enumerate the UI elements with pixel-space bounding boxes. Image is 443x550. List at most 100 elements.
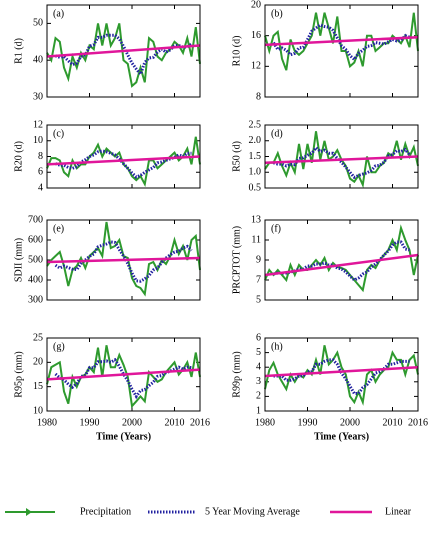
y-tick-label: 600 — [28, 234, 43, 245]
y-tick-label: 10 — [33, 135, 43, 146]
panel: 8 12 16 20 R10 (d) (b) — [231, 0, 419, 102]
y-axis-label: R99p (mm) — [231, 351, 242, 397]
y-tick-label: 1.5 — [249, 151, 262, 162]
x-tick-label: 1980 — [37, 417, 57, 428]
y-tick-label: 12 — [251, 61, 261, 72]
x-tick-label: 1990 — [80, 417, 100, 428]
legend-marker — [26, 508, 32, 516]
panel: 4 6 8 10 12 R20 (d) (c) — [13, 119, 201, 193]
series-line — [264, 12, 419, 71]
y-tick-label: 1 — [256, 405, 261, 416]
y-tick-label: 12 — [33, 119, 43, 130]
panel-label: (g) — [53, 341, 65, 352]
panel: 10 15 20 25 1980 1990 2000 2010 2016 Time (Years)… — [13, 332, 210, 442]
x-tick-label: 2010 — [383, 417, 403, 428]
plot-frame — [46, 4, 201, 98]
y-tick-label: 6 — [38, 167, 43, 178]
y-tick-label: 50 — [33, 18, 43, 29]
series-line — [54, 149, 192, 179]
y-tick-label: 5 — [256, 347, 261, 358]
y-tick-label: 8 — [256, 91, 261, 102]
legend-label: Precipitation — [80, 506, 131, 517]
series-line — [264, 155, 419, 165]
x-tick-label: 1980 — [255, 417, 275, 428]
y-axis-label: R10 (d) — [231, 36, 242, 67]
y-tick-label: 2.0 — [249, 135, 262, 146]
y-tick-label: 10 — [33, 405, 43, 416]
series-line — [46, 23, 201, 88]
panel-label: (e) — [53, 223, 64, 234]
panel-label: (b) — [271, 8, 283, 19]
series-line — [54, 240, 193, 283]
y-tick-label: 30 — [33, 91, 43, 102]
series-line — [46, 256, 201, 264]
series-line — [273, 358, 410, 395]
series-line — [264, 253, 419, 277]
y-axis-label: R20 (d) — [13, 141, 24, 172]
y-axis-label: R95p (mm) — [13, 351, 24, 397]
y-tick-label: 2 — [256, 391, 261, 402]
panel-label: (h) — [271, 341, 283, 352]
x-tick-label: 2000 — [122, 417, 142, 428]
x-tick-label: 2000 — [340, 417, 360, 428]
panel: 1 2 3 4 5 6 1980 1990 2000 2010 2016 Time (Years) R9… — [231, 332, 428, 442]
panel: 5 7 9 11 13 PRCPTOT (mm) (f) — [231, 214, 419, 305]
y-tick-label: 25 — [33, 332, 43, 343]
plot-frame — [264, 124, 419, 189]
y-tick-label: 0.5 — [249, 182, 262, 193]
panel: 0.5 1.0 1.5 2.0 2.5 R50 (d) (d) — [231, 119, 419, 193]
y-axis-label: R50 (d) — [231, 141, 242, 172]
x-axis-label: Time (Years) — [314, 431, 369, 442]
series-line — [272, 23, 411, 62]
x-tick-label: 1990 — [298, 417, 318, 428]
y-tick-label: 3 — [256, 376, 261, 387]
legend: Precipitation 5 Year Moving Average Linear — [5, 506, 412, 517]
plot-frame — [264, 337, 419, 412]
series-line — [46, 44, 201, 58]
series-line — [264, 365, 419, 378]
panel: 30 40 50 R1 (d) (a) — [13, 4, 201, 102]
y-axis-label: SDII (mm) — [13, 238, 24, 282]
y-axis-label: R1 (d) — [13, 38, 24, 64]
y-tick-label: 400 — [28, 274, 43, 285]
plot-frame — [46, 219, 201, 301]
x-tick-label: 2016 — [408, 417, 428, 428]
plot-frame — [264, 4, 419, 98]
plot-frame — [46, 124, 201, 189]
y-tick-label: 20 — [33, 357, 43, 368]
y-tick-label: 8 — [38, 151, 43, 162]
y-tick-label: 11 — [251, 234, 261, 245]
series-line — [264, 35, 419, 47]
y-tick-label: 15 — [33, 381, 43, 392]
series-line — [46, 155, 201, 166]
panel-label: (d) — [271, 128, 283, 139]
series-line — [264, 224, 419, 293]
y-tick-label: 500 — [28, 254, 43, 265]
plot-frame — [264, 219, 419, 301]
y-tick-label: 1.0 — [249, 167, 262, 178]
x-tick-label: 2016 — [190, 417, 210, 428]
y-tick-label: 7 — [256, 274, 261, 285]
panel-label: (f) — [271, 223, 281, 234]
panel: 300 400 500 600 700 SDII (mm) (e) — [13, 214, 201, 305]
panel-label: (c) — [53, 128, 64, 139]
y-tick-label: 4 — [256, 361, 261, 372]
series-line — [55, 33, 193, 78]
panel-label: (a) — [53, 8, 64, 19]
y-tick-label: 5 — [256, 294, 261, 305]
y-tick-label: 4 — [38, 182, 43, 193]
y-tick-label: 300 — [28, 294, 43, 305]
legend-label: 5 Year Moving Average — [205, 506, 300, 517]
y-tick-label: 700 — [28, 214, 43, 225]
y-tick-label: 40 — [33, 54, 43, 65]
y-tick-label: 2.5 — [249, 119, 262, 130]
series-line — [46, 368, 201, 381]
y-axis-label: PRCPTOT (mm) — [231, 226, 242, 294]
x-axis-label: Time (Years) — [96, 431, 151, 442]
y-tick-label: 9 — [256, 254, 261, 265]
x-tick-label: 2010 — [165, 417, 185, 428]
y-tick-label: 20 — [251, 0, 261, 10]
plot-frame — [46, 337, 201, 412]
y-tick-label: 16 — [251, 30, 261, 41]
